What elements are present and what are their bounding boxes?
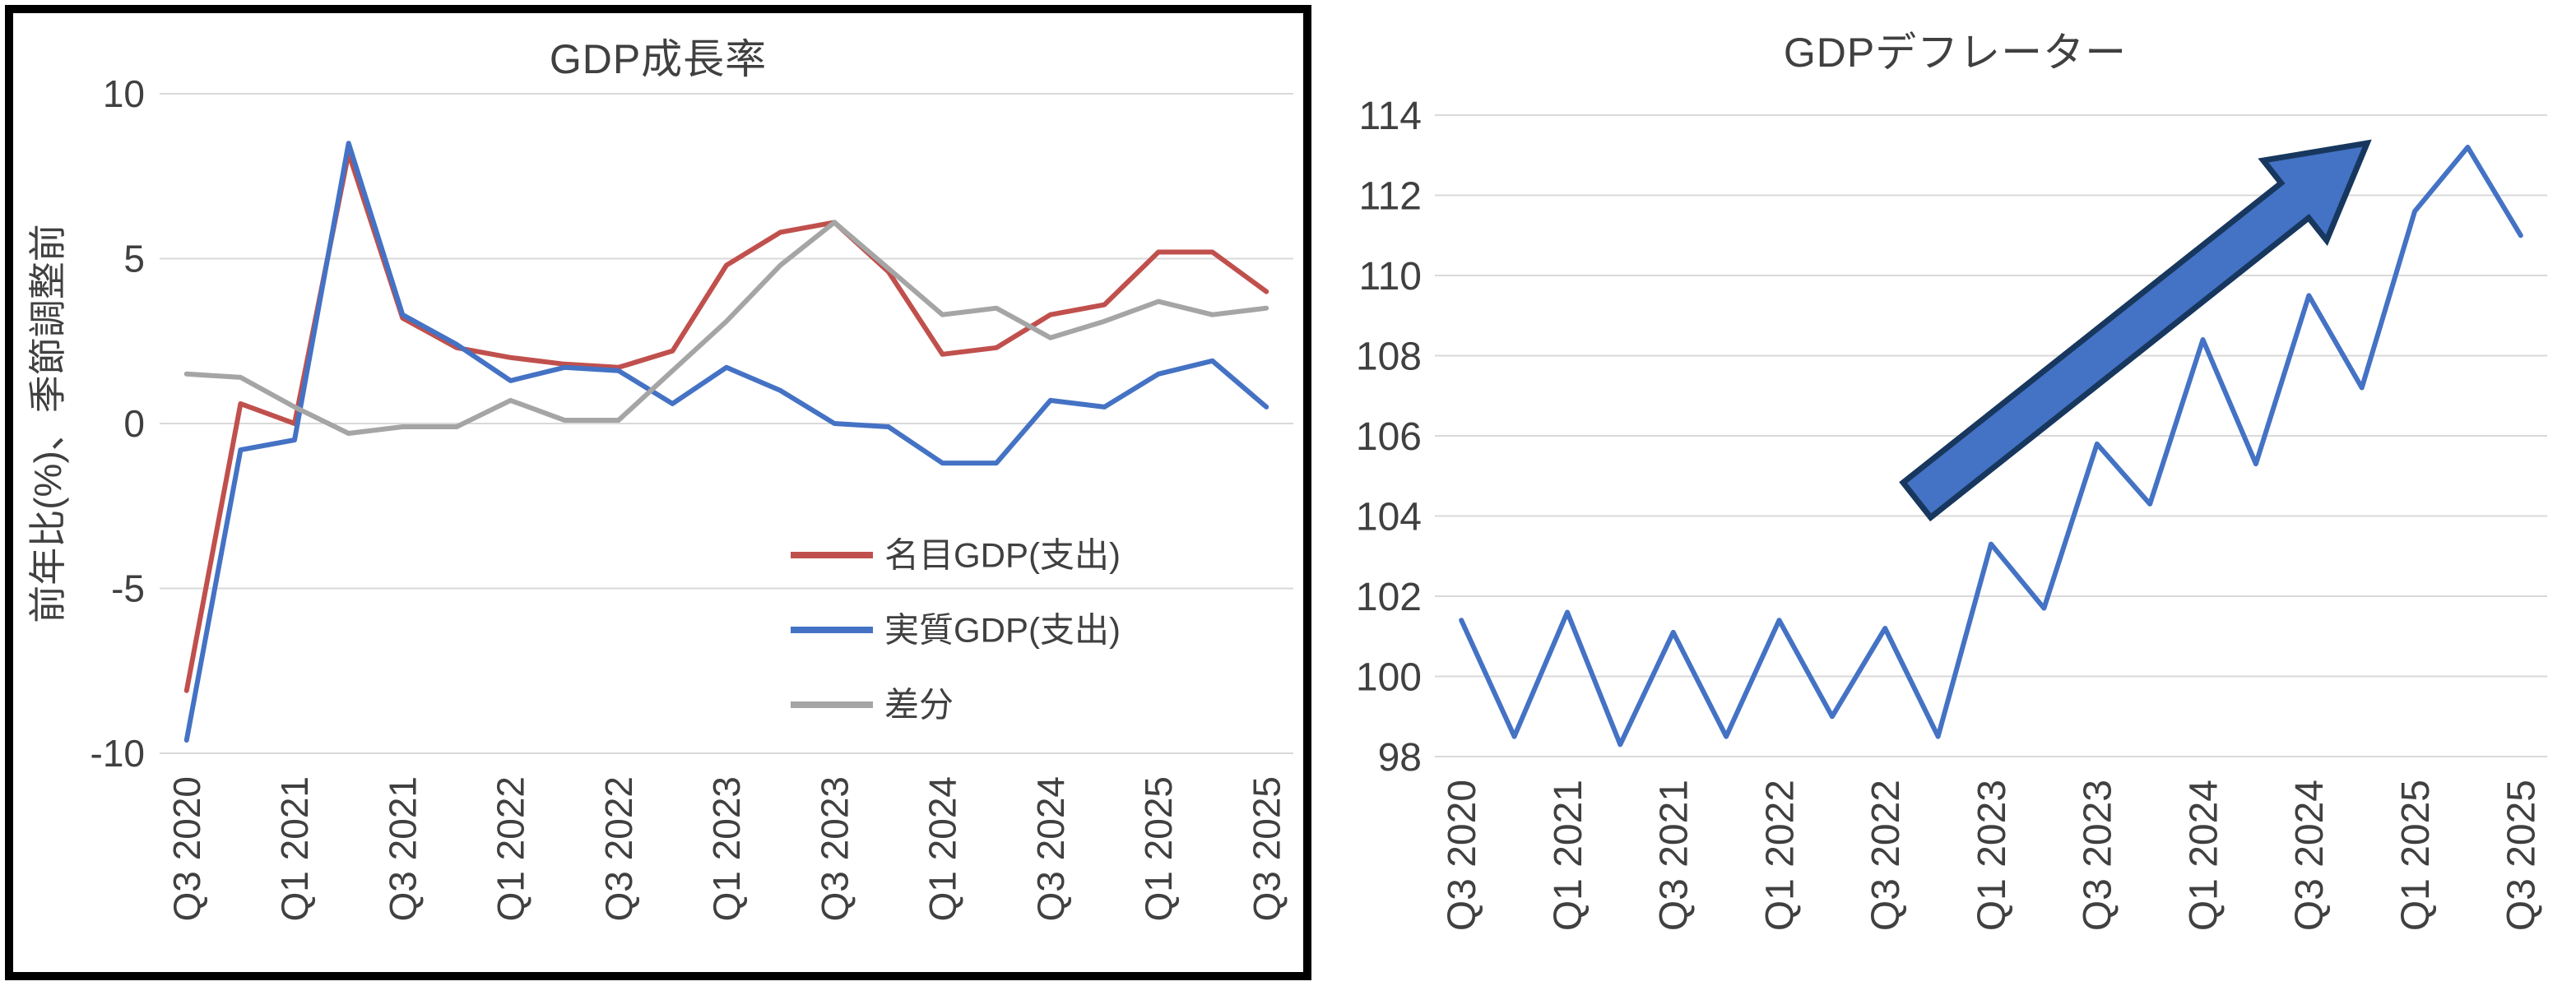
y-tick-label: -5 <box>111 567 145 610</box>
x-tick-label: Q3 2023 <box>2077 780 2120 931</box>
gdp-growth-panel: GDP成長率 -10 -5 0 5 10 Q3 2020 Q1 2021 Q3 2021 Q1 … <box>5 5 1311 980</box>
legend-label-2: 差分 <box>884 686 954 724</box>
y-tick-label: 98 <box>1378 736 1422 780</box>
y-tick-label: 112 <box>1358 174 1422 218</box>
series-line-2 <box>183 220 1269 436</box>
gdp-deflator-chart: 98 100 102 104 106 108 110 112 114 Q3 2020 Q1 2021… <box>1356 95 2547 931</box>
x-tick-label: Q1 2024 <box>2182 780 2226 931</box>
y-tick-label: 108 <box>1356 335 1422 378</box>
x-tick-label: Q3 2024 <box>1029 776 1072 921</box>
x-tick-label: Q1 2022 <box>490 776 532 921</box>
y-tick-label: 106 <box>1356 415 1422 459</box>
y-tick-label: 110 <box>1358 255 1422 299</box>
x-tick-label: Q1 2025 <box>2394 780 2438 931</box>
legend-label-1: 実質GDP(支出) <box>884 611 1121 650</box>
gdp-deflator-chart-title: GDPデフレーター <box>1783 30 2128 76</box>
x-tick-label: Q3 2021 <box>381 776 424 921</box>
x-tick-label: Q3 2024 <box>2288 780 2332 931</box>
x-tick-label: Q3 2025 <box>2500 780 2544 931</box>
y-tick-label: 5 <box>123 238 145 280</box>
y-tick-label: 100 <box>1356 655 1422 699</box>
gdp-deflator-panel: GDPデフレーター 98 100 102 104 106 108 110 112 114 Q3 2… <box>1334 0 2576 986</box>
gdp-growth-chart-title: GDP成長率 <box>549 36 768 82</box>
gdp-growth-chart: -10 -5 0 5 10 Q3 2020 Q1 2021 Q3 2021 Q1 2022 Q3 … <box>26 72 1293 921</box>
x-tick-label: Q3 2021 <box>1653 780 1696 931</box>
x-tick-label: Q1 2021 <box>1547 780 1590 931</box>
x-tick-label: Q1 2023 <box>1970 780 2014 931</box>
x-tick-label: Q3 2023 <box>813 776 856 921</box>
series-line-1 <box>183 141 1269 743</box>
legend-label-0: 名目GDP(支出) <box>884 536 1121 575</box>
y-tick-label: -10 <box>91 732 145 775</box>
series-line-0 <box>1459 145 2523 748</box>
y-tick-label: 102 <box>1356 576 1422 619</box>
y-tick-label: 0 <box>123 402 145 445</box>
x-tick-label: Q3 2025 <box>1245 776 1288 921</box>
x-tick-label: Q1 2023 <box>705 776 748 921</box>
x-tick-label: Q3 2020 <box>165 776 208 921</box>
x-tick-label: Q3 2022 <box>597 776 640 921</box>
x-tick-label: Q1 2025 <box>1137 776 1180 921</box>
x-tick-label: Q1 2024 <box>921 776 964 921</box>
y-axis-title: 前年比(%)、季節調整前 <box>26 224 69 623</box>
x-tick-label: Q1 2021 <box>273 776 316 921</box>
x-tick-label: Q1 2022 <box>1758 780 1802 931</box>
y-tick-label: 10 <box>103 72 145 115</box>
x-tick-label: Q3 2020 <box>1441 780 1484 931</box>
y-tick-label: 114 <box>1358 95 1422 138</box>
y-tick-label: 104 <box>1356 495 1422 539</box>
x-tick-label: Q3 2022 <box>1864 780 1908 931</box>
trend-arrow <box>1899 139 2372 522</box>
